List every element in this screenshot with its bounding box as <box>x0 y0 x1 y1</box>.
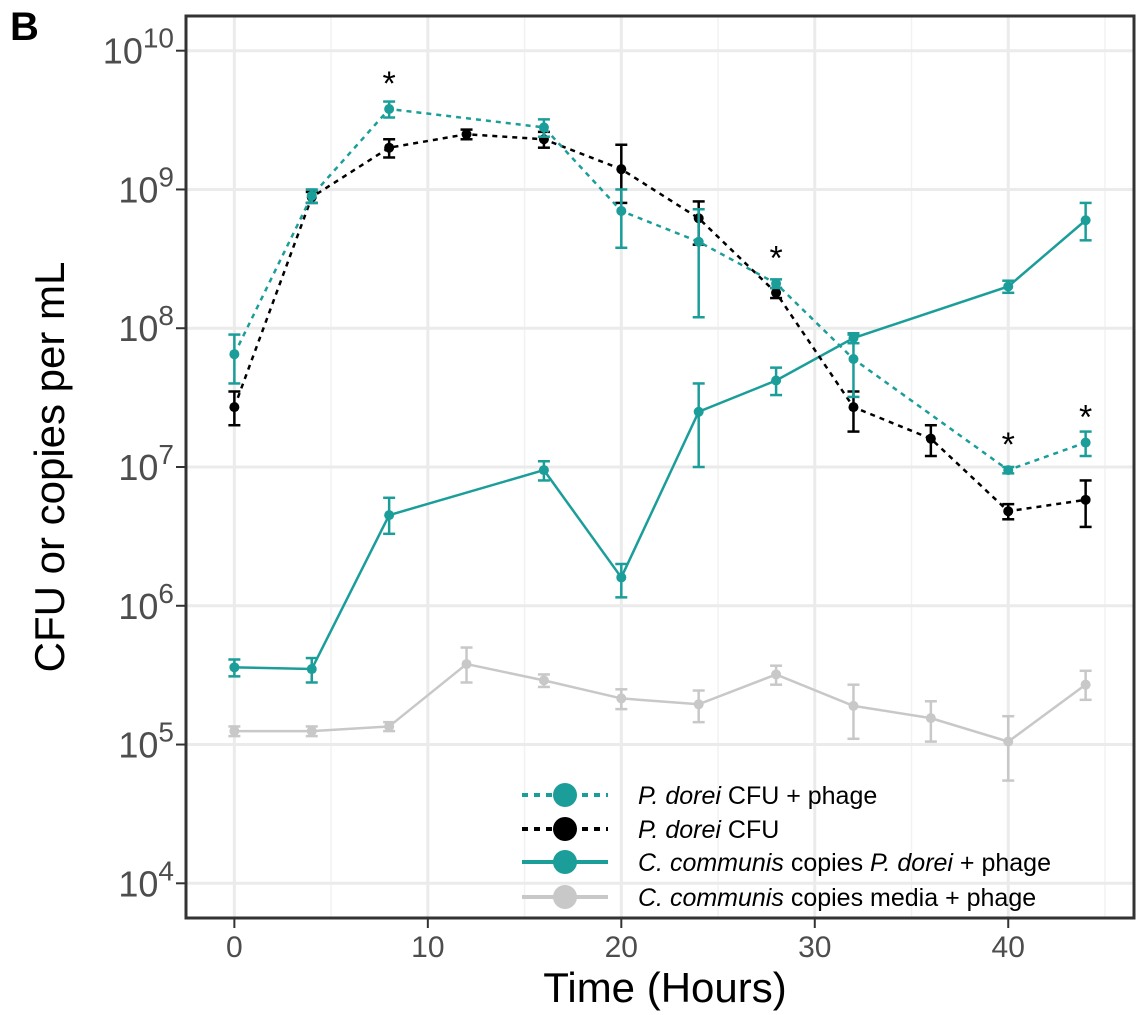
series-line-1 <box>233 132 1086 513</box>
legend-entry-1: P. dorei CFU <box>522 816 779 844</box>
data-point <box>384 142 395 153</box>
x-tick-label: 30 <box>798 931 831 964</box>
data-point <box>693 236 704 247</box>
data-point <box>1080 494 1091 505</box>
data-point <box>384 721 395 732</box>
x-axis-title: Time (Hours) <box>543 964 786 1011</box>
legend-entry-2: C. communis copies P. dorei + phage <box>522 849 1051 877</box>
series-2 <box>228 201 1092 684</box>
data-point <box>616 164 627 175</box>
data-point <box>848 700 859 711</box>
data-point <box>925 713 936 724</box>
significance-star: * <box>769 240 782 278</box>
y-axis-ticks: 104 105 106 107 108 109 1010 <box>103 23 185 904</box>
data-point <box>771 375 782 386</box>
x-tick-label: 20 <box>605 931 638 964</box>
y-tick-label: 109 <box>118 161 174 210</box>
legend-entry-0: P. dorei CFU + phage <box>522 782 877 810</box>
x-tick-label: 40 <box>992 931 1025 964</box>
plot-frame <box>184 14 1136 920</box>
y-tick-label: 108 <box>118 300 174 349</box>
data-point <box>461 129 472 140</box>
data-point <box>1003 465 1014 476</box>
significance-star: * <box>1079 399 1092 437</box>
data-point <box>1080 437 1091 448</box>
data-point <box>693 699 704 710</box>
legend-label: C. communis copies P. dorei + phage <box>638 849 1051 877</box>
data-point <box>384 510 395 521</box>
data-point <box>461 659 472 670</box>
data-point <box>848 354 859 365</box>
y-tick-label: 106 <box>118 578 174 627</box>
annotations: * * * * <box>383 65 1093 464</box>
series-line-0 <box>233 107 1087 472</box>
series-3 <box>228 646 1092 782</box>
data-point <box>229 726 240 737</box>
legend-label: P. dorei CFU + phage <box>638 782 877 810</box>
x-tick-label: 0 <box>226 931 243 964</box>
legend: P. dorei CFU + phage P. dorei CFU C. commu… <box>522 782 1051 912</box>
data-point <box>1080 215 1091 226</box>
legend-key-marker <box>553 817 577 841</box>
data-point <box>616 205 627 216</box>
data-point <box>693 406 704 417</box>
data-point <box>384 104 395 115</box>
y-tick-label: 1010 <box>103 23 174 72</box>
data-point <box>1080 679 1091 690</box>
data-point <box>229 349 240 360</box>
legend-key-marker <box>553 783 577 807</box>
data-point <box>771 669 782 680</box>
series-0 <box>228 100 1092 476</box>
series-line-2 <box>234 219 1087 671</box>
data-point <box>1003 281 1014 292</box>
legend-key-marker <box>553 850 577 874</box>
legend-label: C. communis copies media + phage <box>638 884 1036 912</box>
x-tick-label: 10 <box>411 931 444 964</box>
data-point <box>229 402 240 413</box>
series-line-3 <box>234 662 1087 743</box>
data-point <box>771 287 782 298</box>
y-tick-label: 104 <box>118 855 174 904</box>
data-point <box>1003 736 1014 747</box>
legend-entry-3: C. communis copies media + phage <box>522 884 1036 912</box>
data-point <box>538 675 549 686</box>
panel-label: B <box>10 5 39 49</box>
y-axis-title: CFU or copies per mL <box>26 262 73 673</box>
grid <box>186 16 1134 918</box>
y-tick-label: 105 <box>118 717 174 766</box>
y-tick-label: 107 <box>118 439 174 488</box>
data-point <box>306 190 317 201</box>
significance-star: * <box>383 65 396 103</box>
x-axis-ticks: 0 10 20 30 40 <box>226 919 1025 964</box>
data-point <box>848 402 859 413</box>
legend-key-marker <box>553 885 577 909</box>
data-point <box>771 278 782 289</box>
significance-star: * <box>1002 426 1015 464</box>
legend-label: P. dorei CFU <box>638 816 779 844</box>
series-layer <box>228 100 1092 782</box>
data-point <box>538 465 549 476</box>
data-point <box>538 122 549 133</box>
data-point <box>1003 506 1014 517</box>
data-point <box>306 664 317 675</box>
data-point <box>306 726 317 737</box>
data-point <box>616 693 627 704</box>
data-point <box>925 433 936 444</box>
data-point <box>229 662 240 673</box>
data-point <box>616 572 627 583</box>
